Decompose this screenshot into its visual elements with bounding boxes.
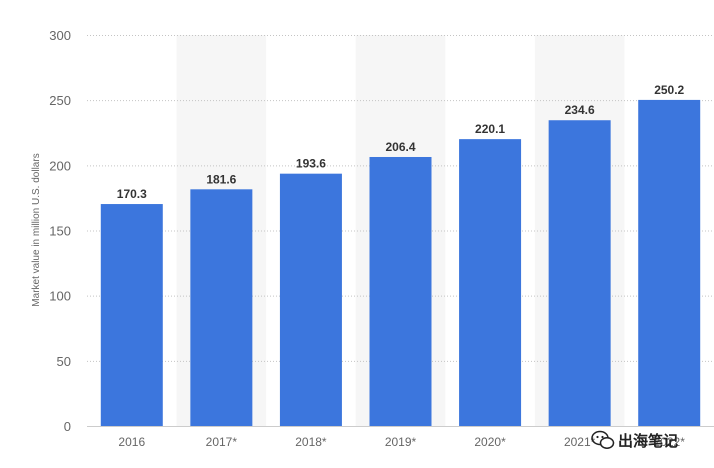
x-tick-label: 2018*	[295, 435, 327, 449]
x-axis-ticks: 2016 2017* 2018* 2019* 2020* 2021* 2022*	[118, 435, 685, 449]
data-label: 181.6	[206, 172, 236, 186]
y-tick-label: 250	[49, 93, 71, 108]
y-tick-label: 100	[49, 289, 71, 304]
bar	[279, 173, 342, 426]
bar	[100, 204, 163, 426]
y-tick-label: 200	[49, 158, 71, 173]
bar	[369, 156, 432, 426]
x-tick-label: 2016	[118, 435, 145, 449]
y-tick-label: 0	[64, 419, 71, 434]
x-tick-label: 2022*	[654, 435, 686, 449]
data-labels: 170.3 181.6 193.6 206.4 220.1 234.6 250.2	[117, 83, 685, 201]
bar	[190, 189, 253, 426]
y-axis-title: Market value in million U.S. dollars	[31, 153, 42, 306]
data-label: 250.2	[654, 83, 684, 97]
data-label: 234.6	[565, 103, 595, 117]
x-tick-label: 2019*	[385, 435, 417, 449]
data-label: 206.4	[385, 140, 415, 154]
x-tick-label: 2021*	[564, 435, 596, 449]
bar	[548, 120, 611, 426]
data-label: 193.6	[296, 157, 326, 171]
x-tick-label: 2017*	[206, 435, 238, 449]
watermark: 出海笔记	[591, 430, 678, 450]
data-label: 170.3	[117, 187, 147, 201]
watermark-text: 出海笔记	[618, 432, 678, 450]
x-tick-label: 2020*	[474, 435, 506, 449]
bars	[100, 99, 701, 426]
y-tick-label: 150	[49, 224, 71, 239]
data-label: 220.1	[475, 122, 505, 136]
y-tick-label: 50	[57, 354, 71, 369]
bar	[638, 99, 701, 426]
wechat-icon	[591, 430, 615, 449]
bar	[459, 139, 522, 426]
y-tick-label: 300	[49, 28, 71, 43]
y-axis-ticks: 0 50 100 150 200 250 300	[49, 28, 71, 434]
